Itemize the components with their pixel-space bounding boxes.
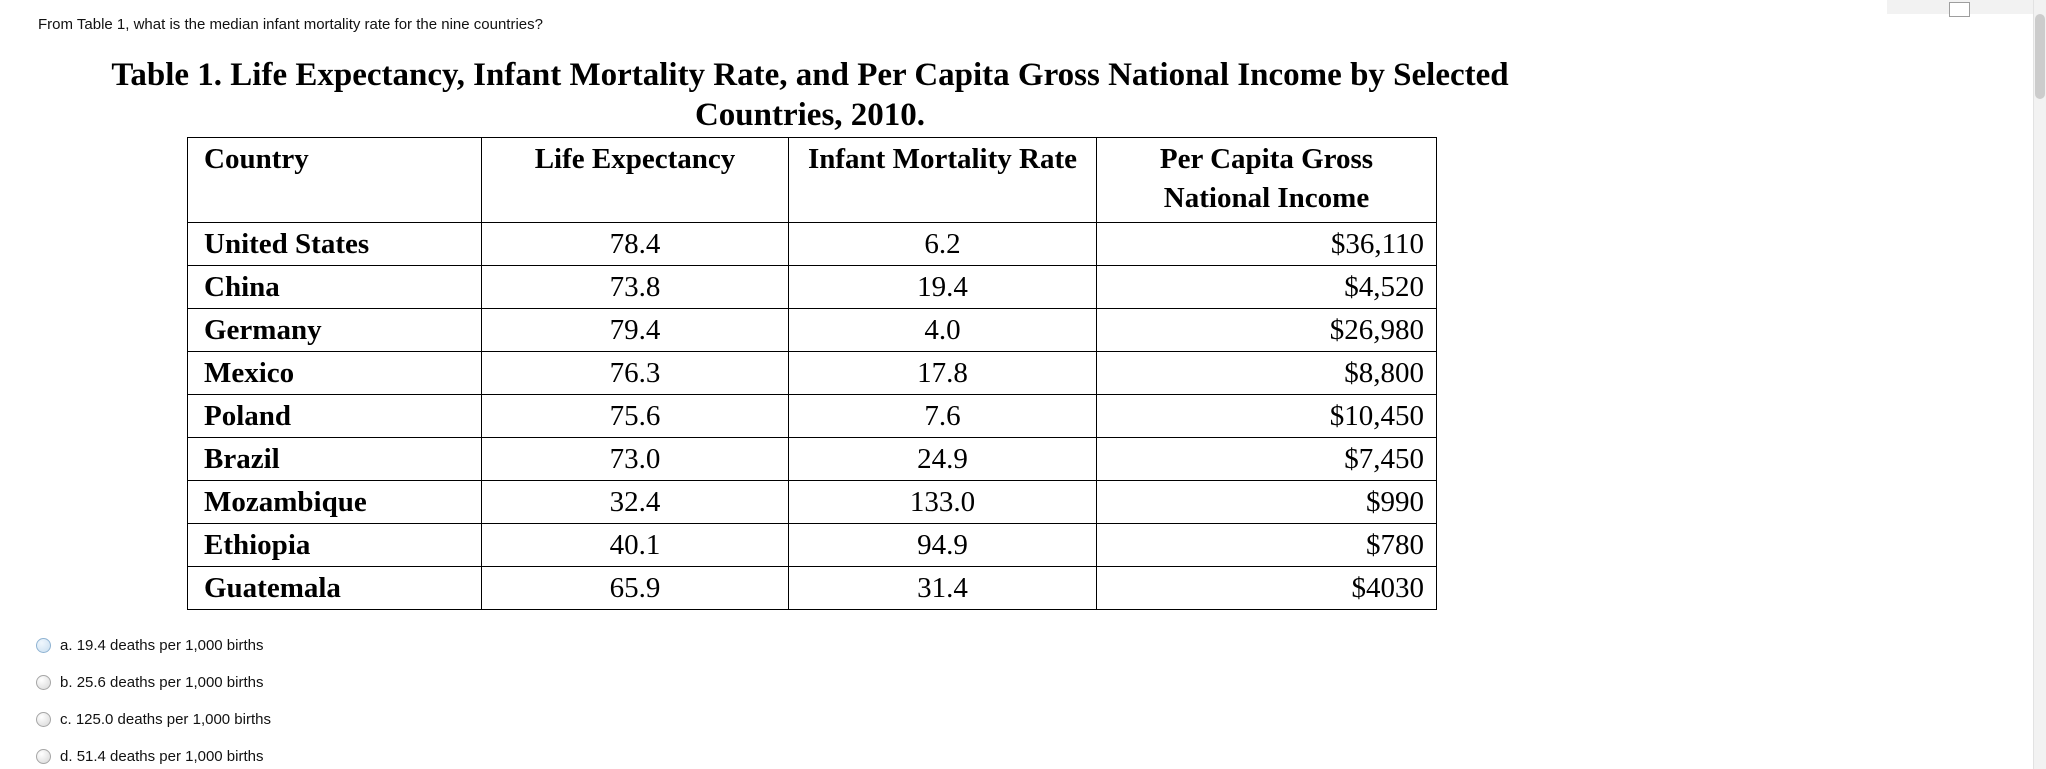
cell-infant-mortality: 7.6: [788, 394, 1097, 438]
cell-life-expectancy: 40.1: [481, 523, 789, 567]
header-infant-mortality-rate: Infant Mortality Rate: [788, 137, 1097, 223]
table-row: Guatemala 65.9 31.4 $4030: [187, 566, 1437, 610]
table-row: Mexico 76.3 17.8 $8,800: [187, 351, 1437, 395]
cell-income: $8,800: [1096, 351, 1437, 395]
cell-life-expectancy: 76.3: [481, 351, 789, 395]
answer-option-text: 125.0 deaths per 1,000 births: [75, 711, 271, 728]
answer-option[interactable]: b. 25.6 deaths per 1,000 births: [36, 664, 271, 701]
cell-life-expectancy: 75.6: [481, 394, 789, 438]
cell-country: Mexico: [187, 351, 482, 395]
cell-infant-mortality: 24.9: [788, 437, 1097, 481]
answer-option[interactable]: d. 51.4 deaths per 1,000 births: [36, 738, 271, 769]
vertical-scrollbar[interactable]: [2033, 0, 2046, 769]
table-row: Poland 75.6 7.6 $10,450: [187, 394, 1437, 438]
question-text: From Table 1, what is the median infant …: [38, 16, 543, 33]
cell-income: $36,110: [1096, 222, 1437, 266]
table-title-line1: Table 1. Life Expectancy, Infant Mortali…: [111, 57, 1509, 93]
radio-button-icon[interactable]: [36, 675, 51, 690]
cell-income: $990: [1096, 480, 1437, 524]
cell-life-expectancy: 73.8: [481, 265, 789, 309]
answer-option-label: d. 51.4 deaths per 1,000 births: [60, 748, 263, 765]
table-row: China 73.8 19.4 $4,520: [187, 265, 1437, 309]
answer-option[interactable]: a. 19.4 deaths per 1,000 births: [36, 627, 271, 664]
header-per-capita-income: Per Capita Gross National Income: [1096, 137, 1437, 223]
header-country: Country: [187, 137, 482, 223]
cell-life-expectancy: 73.0: [481, 437, 789, 481]
cell-infant-mortality: 19.4: [788, 265, 1097, 309]
answer-option-label: b. 25.6 deaths per 1,000 births: [60, 674, 263, 691]
cell-income: $4030: [1096, 566, 1437, 610]
answer-option[interactable]: c. 125.0 deaths per 1,000 births: [36, 701, 271, 738]
radio-button-icon[interactable]: [36, 749, 51, 764]
answer-option-text: 19.4 deaths per 1,000 births: [76, 637, 264, 654]
cell-country: Mozambique: [187, 480, 482, 524]
answer-option-key: d.: [60, 748, 73, 765]
scroll-corner-button[interactable]: [1949, 2, 1970, 17]
cell-infant-mortality: 133.0: [788, 480, 1097, 524]
cell-country: Germany: [187, 308, 482, 352]
table-row: Mozambique 32.4 133.0 $990: [187, 480, 1437, 524]
table-row: Brazil 73.0 24.9 $7,450: [187, 437, 1437, 481]
table-title: Table 1. Life Expectancy, Infant Mortali…: [0, 55, 1620, 135]
cell-income: $780: [1096, 523, 1437, 567]
radio-button-icon[interactable]: [36, 712, 51, 727]
answer-option-key: b.: [60, 674, 73, 691]
cell-country: Ethiopia: [187, 523, 482, 567]
answer-options: a. 19.4 deaths per 1,000 births b. 25.6 …: [36, 627, 271, 769]
table-title-line2: Countries, 2010.: [694, 97, 926, 133]
cell-country: United States: [187, 222, 482, 266]
cell-life-expectancy: 32.4: [481, 480, 789, 524]
cell-country: China: [187, 265, 482, 309]
cell-income: $26,980: [1096, 308, 1437, 352]
table-row: United States 78.4 6.2 $36,110: [187, 222, 1437, 266]
data-table: Country Life Expectancy Infant Mortality…: [187, 137, 1437, 610]
cell-life-expectancy: 78.4: [481, 222, 789, 266]
cell-life-expectancy: 65.9: [481, 566, 789, 610]
answer-option-text: 51.4 deaths per 1,000 births: [76, 748, 264, 765]
answer-option-key: c.: [60, 711, 72, 728]
cell-infant-mortality: 31.4: [788, 566, 1097, 610]
answer-option-label: c. 125.0 deaths per 1,000 births: [60, 711, 271, 728]
answer-option-label: a. 19.4 deaths per 1,000 births: [60, 637, 263, 654]
cell-infant-mortality: 94.9: [788, 523, 1097, 567]
cell-infant-mortality: 6.2: [788, 222, 1097, 266]
vertical-scrollbar-thumb[interactable]: [2035, 14, 2045, 99]
cell-income: $7,450: [1096, 437, 1437, 481]
cell-life-expectancy: 79.4: [481, 308, 789, 352]
answer-option-text: 25.6 deaths per 1,000 births: [76, 674, 264, 691]
answer-option-key: a.: [60, 637, 73, 654]
cell-country: Guatemala: [187, 566, 482, 610]
table-row: Ethiopia 40.1 94.9 $780: [187, 523, 1437, 567]
cell-country: Brazil: [187, 437, 482, 481]
radio-button-icon[interactable]: [36, 638, 51, 653]
table-row: Germany 79.4 4.0 $26,980: [187, 308, 1437, 352]
cell-infant-mortality: 17.8: [788, 351, 1097, 395]
cell-income: $10,450: [1096, 394, 1437, 438]
header-life-expectancy: Life Expectancy: [481, 137, 789, 223]
cell-country: Poland: [187, 394, 482, 438]
table-header-row: Country Life Expectancy Infant Mortality…: [187, 137, 1437, 223]
cell-infant-mortality: 4.0: [788, 308, 1097, 352]
cell-income: $4,520: [1096, 265, 1437, 309]
